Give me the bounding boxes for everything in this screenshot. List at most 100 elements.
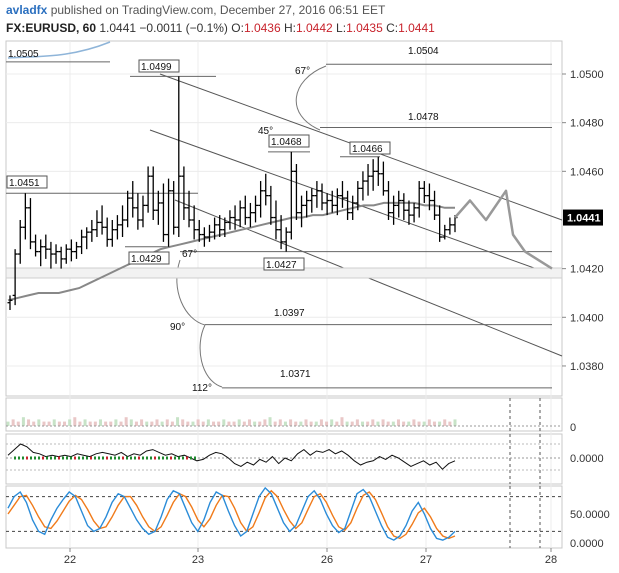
symbol-label: FX:EURUSD, 60: [6, 21, 97, 35]
volume-bar: [258, 421, 262, 426]
volume-bar: [165, 419, 169, 426]
x-tick-label: 27: [420, 554, 432, 566]
momentum-dot: [22, 456, 24, 460]
volume-bar: [283, 421, 287, 426]
volume-bar: [11, 419, 15, 426]
level-1-0451-label-box: [6, 175, 48, 189]
momentum-dot: [38, 456, 40, 460]
close-label: C:: [386, 21, 399, 35]
volume-bar: [186, 421, 190, 426]
volume-bar: [191, 421, 195, 426]
momentum-dot: [62, 456, 64, 460]
volume-bar: [355, 419, 359, 426]
momentum-dot: [34, 456, 36, 460]
x-tick-label: 23: [192, 554, 204, 566]
volume-bar: [253, 421, 257, 426]
stochastic-tick-label: 0.0000: [570, 538, 604, 550]
angle-label: 67°: [295, 66, 310, 77]
volume-bar: [196, 419, 200, 426]
level-1-0429-label: 1.0429: [131, 254, 162, 265]
momentum-dot: [166, 456, 168, 460]
volume-bar: [212, 421, 216, 426]
volume-bar: [98, 419, 102, 426]
x-tick-label: 22: [64, 554, 76, 566]
level-1-0429-label-box: [128, 251, 170, 265]
volume-bar: [340, 417, 344, 426]
volume-bar: [52, 419, 56, 426]
volume-bar: [453, 419, 457, 426]
volume-bar: [16, 421, 20, 426]
momentum-dot: [142, 456, 144, 460]
volume-bar: [294, 421, 298, 426]
volume-bar: [443, 419, 447, 426]
angle-arc: [199, 324, 223, 388]
momentum-dot: [138, 456, 140, 460]
volume-bar: [325, 421, 329, 426]
price-tick-label: 1.0400: [570, 312, 604, 324]
momentum-dot: [74, 456, 76, 460]
momentum-dot: [110, 456, 112, 460]
level-1-0466-label-box: [349, 141, 391, 155]
volume-bar: [37, 419, 41, 426]
volume-bar: [6, 421, 10, 426]
volume-bar: [381, 419, 385, 426]
price-tick-label: 1.0380: [570, 361, 604, 373]
volume-bar: [129, 419, 133, 426]
angle-label: 45°: [258, 126, 273, 137]
low-label: L:: [336, 21, 347, 35]
volume-bar: [181, 419, 185, 426]
volume-bar: [93, 421, 97, 426]
volume-bar: [386, 421, 390, 426]
volume-bar: [304, 419, 308, 426]
volume-bar: [114, 419, 118, 426]
level-1-0499-label: 1.0499: [141, 62, 172, 73]
stochastic-panel: [5, 485, 563, 549]
volume-bar: [88, 421, 92, 426]
angle-arc: [295, 65, 327, 131]
momentum-dot: [54, 456, 56, 460]
x-tick-label: 28: [545, 554, 557, 566]
momentum-dot: [190, 456, 192, 460]
bollinger-middle-line: [7, 201, 455, 302]
price-tick-label: 1.0420: [570, 264, 604, 276]
momentum-dot: [42, 456, 44, 460]
volume-bar: [201, 421, 205, 426]
momentum-dot: [58, 456, 60, 460]
momentum-dot: [102, 456, 104, 460]
current-price-label: 1.0441: [567, 213, 601, 225]
volume-bar: [232, 421, 236, 426]
momentum-dot: [26, 456, 28, 460]
volume-tick-label: 0: [570, 422, 576, 434]
momentum-dot: [30, 456, 32, 460]
volume-bar: [407, 421, 411, 426]
volume-bar: [412, 419, 416, 426]
author-link[interactable]: avladfx: [6, 3, 48, 17]
momentum-dot: [130, 456, 132, 460]
volume-bar: [21, 417, 25, 426]
momentum-dot: [118, 456, 120, 460]
high-label: H:: [284, 21, 296, 35]
volume-bar: [299, 421, 303, 426]
volume-bar: [242, 421, 246, 426]
volume-bar: [145, 421, 149, 426]
momentum-dot: [146, 456, 148, 460]
level-1-0427-label-box: [263, 257, 305, 271]
volume-bar: [247, 419, 251, 426]
volume-bar: [119, 421, 123, 426]
level-1-0451-label: 1.0451: [9, 178, 40, 189]
momentum-dot: [186, 456, 188, 460]
channel-middle-line: [149, 129, 563, 279]
volume-bar: [319, 419, 323, 426]
volume-bar: [448, 421, 452, 426]
volume-bar: [371, 419, 375, 426]
level-1-0504-label: 1.0504: [408, 46, 439, 57]
momentum-dot: [194, 456, 196, 460]
level-1-0397-label: 1.0397: [274, 308, 305, 319]
volume-bar: [391, 421, 395, 426]
projection-path: [454, 189, 553, 270]
volume-bar: [350, 421, 354, 426]
volume-bar: [83, 419, 87, 426]
angle-label: 112°: [192, 383, 212, 394]
volume-bar: [345, 421, 349, 426]
